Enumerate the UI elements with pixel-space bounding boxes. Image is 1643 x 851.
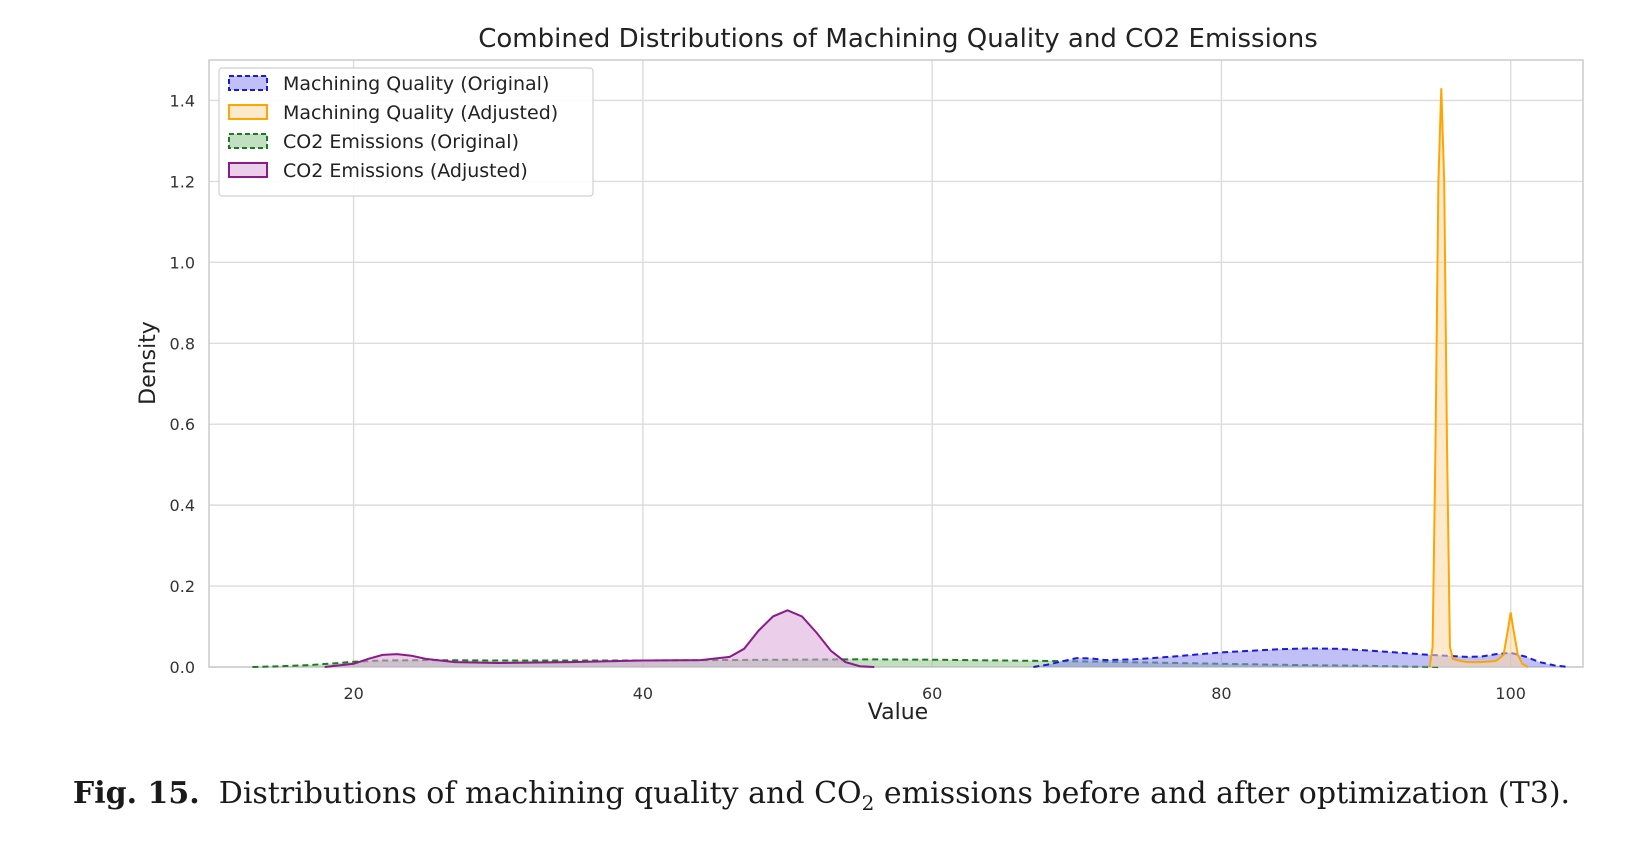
x-tick-labels: 20 40 60 80 100 bbox=[343, 684, 1526, 703]
density-line bbox=[1033, 647, 1569, 668]
y-tick-label: 0.2 bbox=[170, 577, 195, 596]
x-tick-label: 20 bbox=[343, 684, 363, 703]
figure-label: Fig. 15. bbox=[72, 776, 200, 811]
x-axis-label: Value bbox=[868, 700, 928, 725]
legend-swatch bbox=[228, 162, 268, 178]
x-tick-label: 40 bbox=[633, 684, 653, 703]
density-area bbox=[324, 610, 875, 667]
legend-label: CO2 Emissions (Adjusted) bbox=[283, 160, 528, 182]
density-chart: 20 40 60 80 100 0.0 0.2 0.4 0.6 0.8 1.0 1.2 1.4 Com… bbox=[136, 24, 1584, 725]
x-tick-label: 60 bbox=[922, 684, 942, 703]
y-axis-label: Density bbox=[136, 321, 161, 405]
density-line bbox=[1428, 88, 1529, 668]
y-tick-label: 0.8 bbox=[170, 334, 195, 353]
legend-swatch bbox=[228, 133, 268, 149]
y-tick-labels: 0.0 0.2 0.4 0.6 0.8 1.0 1.2 1.4 bbox=[170, 91, 195, 677]
legend-box bbox=[218, 67, 594, 197]
caption-text-end: emissions before and after optimization … bbox=[874, 776, 1571, 811]
density-line bbox=[324, 609, 875, 668]
y-tick-label: 1.2 bbox=[170, 172, 195, 191]
legend-label: CO2 Emissions (Original) bbox=[283, 131, 519, 153]
caption-text: Distributions of machining quality and C… bbox=[218, 776, 862, 811]
y-tick-label: 0.0 bbox=[170, 658, 195, 677]
figure-caption: Fig. 15. Distributions of machining qual… bbox=[0, 776, 1643, 815]
chart-title: Combined Distributions of Machining Qual… bbox=[478, 24, 1318, 54]
density-areas bbox=[252, 88, 1569, 668]
legend-swatch bbox=[228, 104, 268, 120]
chart-legend: Machining Quality (Original) Machining Qu… bbox=[218, 67, 594, 197]
y-tick-label: 0.6 bbox=[170, 415, 195, 434]
y-tick-label: 0.4 bbox=[170, 496, 195, 515]
x-tick-label: 80 bbox=[1211, 684, 1231, 703]
legend-label: Machining Quality (Adjusted) bbox=[283, 102, 558, 124]
legend-label: Machining Quality (Original) bbox=[283, 73, 549, 95]
y-tick-label: 1.0 bbox=[170, 253, 195, 272]
caption-subscript: 2 bbox=[861, 791, 875, 815]
y-tick-label: 1.4 bbox=[170, 91, 195, 110]
legend-swatch bbox=[228, 75, 268, 91]
x-tick-label: 100 bbox=[1495, 684, 1526, 703]
